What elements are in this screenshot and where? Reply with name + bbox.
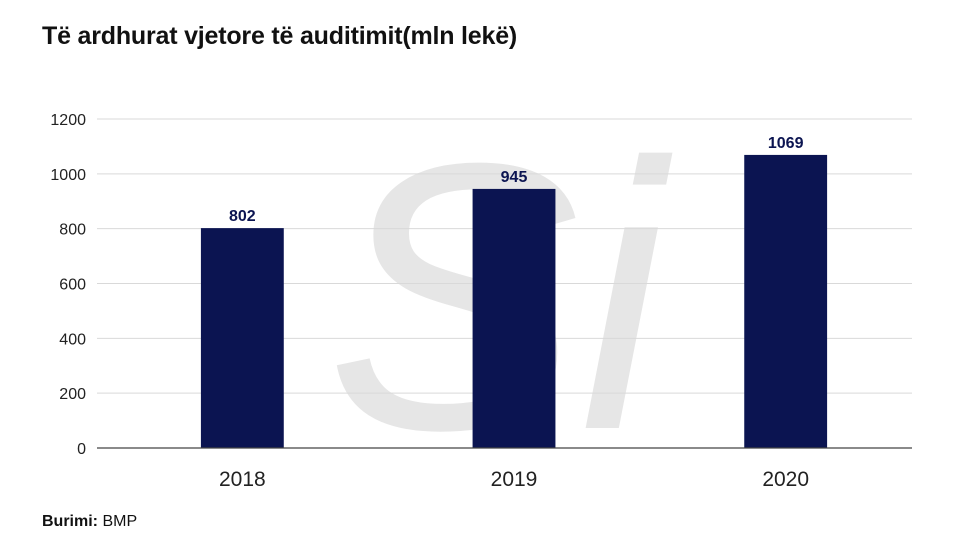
y-tick-label: 400 bbox=[59, 331, 86, 348]
chart-title: Të ardhurat vjetore të auditimit(mln lek… bbox=[42, 22, 518, 50]
x-tick-label: 2019 bbox=[491, 468, 538, 491]
x-tick-label: 2020 bbox=[762, 468, 809, 491]
data-label: 802 bbox=[229, 208, 256, 225]
source-value: BMP bbox=[102, 513, 138, 530]
source-label: Burimi: bbox=[42, 513, 98, 530]
y-tick-label: 800 bbox=[59, 222, 86, 239]
bar-2018 bbox=[200, 228, 284, 448]
bar-2019 bbox=[472, 188, 556, 448]
data-labels: 802 945 1069 bbox=[229, 135, 804, 225]
x-tick-label: 2018 bbox=[219, 468, 266, 491]
y-tick-label: 1200 bbox=[50, 112, 86, 129]
x-axis-ticks: 2018 2019 2020 bbox=[219, 468, 809, 491]
source-note: Burimi: BMP bbox=[42, 513, 137, 531]
y-tick-label: 600 bbox=[59, 277, 86, 294]
bars bbox=[200, 154, 828, 448]
y-tick-label: 1000 bbox=[50, 167, 86, 184]
y-axis-ticks: 0 200 400 600 800 1000 1200 bbox=[50, 112, 86, 458]
y-tick-label: 0 bbox=[77, 441, 86, 458]
y-tick-label: 200 bbox=[59, 386, 86, 403]
data-label: 1069 bbox=[768, 135, 804, 152]
data-label: 945 bbox=[501, 169, 528, 186]
bar-2020 bbox=[744, 154, 828, 448]
